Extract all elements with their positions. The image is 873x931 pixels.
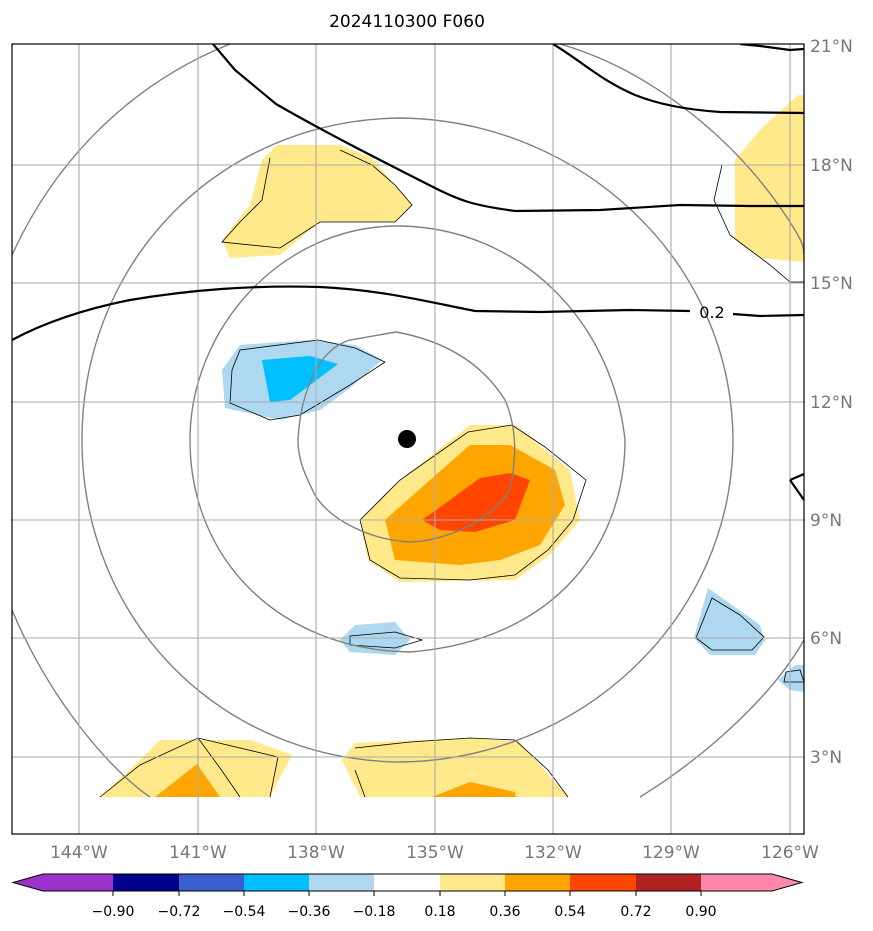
colorbar-tick-label: 0.36 [489, 904, 520, 920]
latitude-labels: 21°N 18°N 15°N 12°N 9°N 6°N 3°N [810, 37, 853, 768]
colorbar-tick-label: 0.18 [424, 904, 455, 920]
colorbar-tick-label: −0.36 [288, 904, 331, 920]
lon-label: 126°W [761, 843, 819, 863]
colorbar-segment [505, 874, 570, 891]
colorbar [11, 873, 804, 896]
shade-central-red [422, 473, 530, 532]
colorbar-tick-label: −0.72 [158, 904, 201, 920]
lon-label: 144°W [50, 843, 108, 863]
colorbar-segment [701, 874, 802, 891]
colorbar-tick-label: −0.90 [92, 904, 135, 920]
gray-pressure-contours [12, 44, 804, 798]
lon-label: 132°W [524, 843, 582, 863]
storm-center-marker [398, 430, 416, 448]
shade-northeast-blob [735, 95, 804, 262]
shade-west-cyan [262, 356, 338, 402]
shade-south-yellow [342, 738, 568, 797]
colorbar-outline [11, 873, 804, 892]
colorbar-tick-label: 0.90 [685, 904, 716, 920]
colorbar-segment [440, 874, 505, 891]
colorbar-segment [570, 874, 636, 891]
map-area: 0.2 [12, 44, 804, 834]
colorbar-tick-label: −0.54 [223, 904, 266, 920]
lat-label: 15°N [810, 274, 853, 294]
lat-label: 12°N [810, 393, 853, 413]
shade-east-lightblue [778, 665, 804, 692]
shade-southwest-orange [155, 764, 220, 797]
colorbar-tick-labels: −0.90 −0.72 −0.54 −0.36 −0.18 0.18 0.36 … [92, 904, 717, 920]
lat-label: 3°N [810, 748, 842, 768]
lon-label: 135°W [406, 843, 464, 863]
colorbar-tick-label: 0.72 [620, 904, 651, 920]
shade-north-blob [222, 145, 412, 258]
colorbar-tick-label: 0.54 [554, 904, 585, 920]
figure-title: 2024110300 F060 [329, 12, 485, 32]
black-thick-contours [12, 44, 804, 501]
contour-label: 0.2 [699, 303, 724, 322]
lon-label: 138°W [287, 843, 345, 863]
colorbar-segment [113, 874, 179, 891]
lat-label: 6°N [810, 629, 842, 649]
colorbar-segment [244, 874, 309, 891]
longitude-labels: 144°W 141°W 138°W 135°W 132°W 129°W 126°… [50, 843, 819, 863]
colorbar-segment [636, 874, 701, 891]
lat-label: 18°N [810, 156, 853, 176]
colorbar-segment [179, 874, 244, 891]
positive-anomaly-shading [100, 95, 804, 797]
lat-label: 21°N [810, 37, 853, 57]
shade-south-orange [432, 782, 516, 797]
colorbar-segment [13, 874, 113, 891]
thin-outline-contours [99, 149, 804, 798]
colorbar-tick-label: −0.18 [353, 904, 396, 920]
map-frame [11, 43, 805, 835]
lat-label: 9°N [810, 511, 842, 531]
lon-label: 129°W [642, 843, 700, 863]
colorbar-segment [374, 874, 440, 891]
lon-label: 141°W [169, 843, 227, 863]
graticule [12, 44, 804, 834]
colorbar-segment [309, 874, 374, 891]
